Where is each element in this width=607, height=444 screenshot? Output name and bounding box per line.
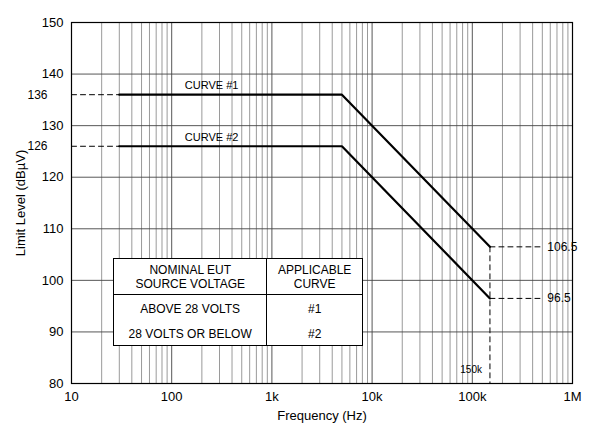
svg-text:10k: 10k (362, 389, 383, 404)
svg-text:110: 110 (43, 221, 64, 236)
svg-text:1M: 1M (563, 389, 581, 404)
html-text:#2: #2 (308, 327, 322, 341)
html-text:NOMINAL EUT: NOMINAL EUT (149, 263, 231, 277)
html-text:#1: #1 (308, 302, 322, 316)
svg-text:80: 80 (49, 376, 63, 391)
html-text:ABOVE 28 VOLTS: ABOVE 28 VOLTS (140, 302, 241, 316)
svg-text:CURVE #1: CURVE #1 (185, 79, 239, 91)
svg-text:106.5: 106.5 (547, 240, 577, 254)
svg-text:136: 136 (27, 88, 47, 102)
svg-text:150: 150 (42, 15, 64, 30)
svg-text:1k: 1k (265, 389, 279, 404)
svg-text:100: 100 (161, 389, 183, 404)
svg-text:100k: 100k (458, 389, 487, 404)
svg-text:120: 120 (42, 169, 64, 184)
svg-text:126: 126 (27, 139, 47, 153)
svg-text:130: 130 (42, 118, 64, 133)
svg-text:100: 100 (42, 273, 64, 288)
svg-text:140: 140 (42, 66, 64, 81)
svg-text:90: 90 (49, 324, 63, 339)
html-text:CURVE: CURVE (293, 277, 336, 291)
html-text:APPLICABLE: APPLICABLE (278, 263, 352, 277)
svg-text:10: 10 (64, 389, 78, 404)
svg-text:Frequency (Hz): Frequency (Hz) (277, 408, 367, 423)
svg-text:CURVE #2: CURVE #2 (185, 131, 239, 143)
svg-text:96.5: 96.5 (547, 291, 571, 305)
html-text:28 VOLTS OR BELOW: 28 VOLTS OR BELOW (128, 327, 252, 341)
svg-text:150k: 150k (460, 364, 483, 375)
html-text:SOURCE VOLTAGE: SOURCE VOLTAGE (135, 277, 245, 291)
svg-text:Limit Level (dBµV): Limit Level (dBµV) (13, 150, 28, 256)
